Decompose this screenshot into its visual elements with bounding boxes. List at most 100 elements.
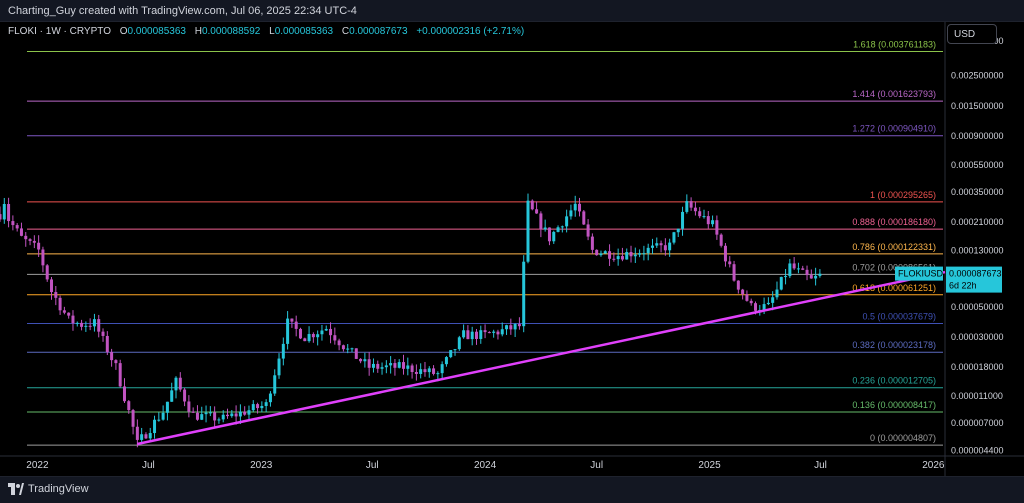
price-tag-value: 0.000087673 — [949, 269, 1002, 279]
candle — [24, 231, 28, 247]
candle — [41, 246, 45, 273]
candle — [174, 376, 178, 399]
candle-body — [462, 330, 466, 338]
candle — [650, 238, 654, 255]
candle — [341, 344, 345, 352]
candle — [62, 306, 66, 315]
candle — [702, 209, 706, 219]
candle-body — [71, 315, 75, 324]
candle — [144, 432, 148, 439]
candle-body — [251, 404, 255, 411]
symbol-tag-box — [895, 266, 943, 281]
candle — [290, 318, 294, 328]
candle-body — [595, 249, 599, 256]
candle-body — [208, 412, 212, 414]
candle — [217, 417, 221, 424]
candle-body — [754, 303, 758, 311]
candle — [479, 325, 483, 344]
candle-body — [144, 434, 148, 439]
candle — [513, 323, 517, 337]
candles-group — [0, 193, 822, 448]
tradingview-logo-icon — [8, 483, 24, 495]
candle — [796, 262, 800, 274]
candle — [406, 357, 410, 376]
candle — [28, 238, 32, 246]
candle — [110, 348, 114, 367]
candle-body — [15, 225, 19, 229]
candle-body — [449, 350, 453, 358]
fib-level-label: 1.618 (0.003761183) — [853, 40, 936, 50]
currency-button[interactable]: USD — [947, 24, 997, 44]
footer-bar: TradingView — [0, 476, 1024, 503]
price-tick-label: 0.001500000 — [951, 101, 1004, 111]
candle-body — [238, 411, 242, 417]
candle — [380, 362, 384, 375]
candle — [595, 249, 599, 256]
candle — [316, 330, 320, 346]
candle-body — [243, 411, 247, 415]
candle — [54, 286, 58, 306]
candle — [775, 281, 779, 300]
candle — [307, 326, 311, 343]
tradingview-logo[interactable]: TradingView — [8, 483, 89, 495]
candle-body — [367, 359, 371, 368]
candle-body — [547, 227, 551, 242]
candle-body — [470, 331, 474, 340]
candle — [238, 404, 242, 425]
candle-body — [535, 209, 539, 214]
high-label: H — [194, 26, 202, 37]
fib-level-label: 0.382 (0.000023178) — [852, 340, 936, 350]
candle — [346, 343, 350, 354]
candle-body — [286, 318, 290, 344]
candle — [535, 201, 539, 214]
candle-body — [578, 203, 582, 212]
candle — [745, 290, 749, 302]
candle-body — [281, 343, 285, 359]
candle — [432, 365, 436, 376]
price-tick-label: 0.000004400 — [951, 445, 1004, 455]
support-trendline — [137, 270, 946, 446]
candle — [195, 405, 199, 421]
candle — [88, 318, 92, 331]
candle-body — [702, 216, 706, 218]
candle — [578, 197, 582, 217]
time-tick-label: Jul — [814, 460, 827, 471]
candle — [376, 360, 380, 373]
candle-body — [28, 239, 32, 241]
candle-body — [268, 393, 272, 403]
candle — [337, 338, 341, 351]
time-tick-label: Jul — [366, 460, 379, 471]
candle-body — [539, 213, 543, 230]
candle — [492, 329, 496, 338]
candle — [462, 324, 466, 339]
candle — [530, 199, 534, 211]
candle — [522, 255, 526, 333]
candle-body — [384, 365, 388, 368]
candle — [505, 324, 509, 335]
candle-body — [105, 335, 109, 353]
candle-body — [505, 325, 509, 330]
candle — [157, 412, 161, 422]
candle-body — [432, 368, 436, 374]
candle-body — [50, 279, 54, 293]
candle — [706, 211, 710, 229]
candle-body — [801, 268, 805, 270]
candle-body — [402, 362, 406, 369]
candle — [801, 265, 805, 271]
candle — [71, 310, 75, 331]
candle — [470, 326, 474, 346]
candle-body — [0, 214, 2, 220]
candle — [728, 256, 732, 268]
candle — [457, 335, 461, 351]
candle — [496, 329, 500, 340]
candle — [226, 408, 230, 419]
candle — [655, 237, 659, 248]
candle — [663, 238, 667, 256]
candle-body — [337, 340, 341, 346]
candle — [410, 363, 414, 379]
symbol-label[interactable]: FLOKI · 1W · CRYPTO — [8, 26, 111, 37]
time-tick-label: 2022 — [26, 460, 49, 471]
candle — [311, 332, 315, 343]
candle-body — [582, 211, 586, 225]
